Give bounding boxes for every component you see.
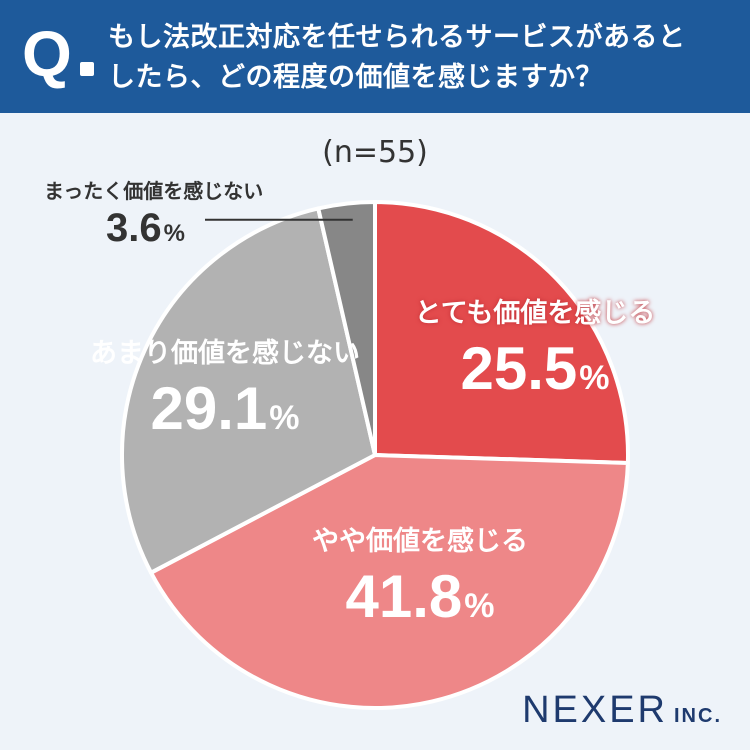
logo-main-text: NEXER	[522, 689, 668, 731]
slice-value-label: 3.6%	[106, 206, 185, 250]
pie-slice-not-very-valuable	[120, 206, 377, 575]
slice-category-label: まったく価値を感じない	[44, 179, 264, 203]
nexer-logo: NEXER INC.	[522, 689, 722, 732]
pie-slice-not-valuable-at-all	[316, 200, 377, 457]
slice-value-label: 25.5%	[460, 335, 610, 402]
question-line-2: したら、どの程度の価値を感じますか？	[108, 62, 603, 93]
slice-category-label: あまり価値を感じない	[90, 338, 360, 369]
question-line-1: もし法改正対応を任せられるサービスがあると	[108, 22, 686, 53]
slice-label-very-valuable: とても価値を感じる 25.5%	[400, 296, 670, 415]
slice-category-label: とても価値を感じる	[414, 298, 656, 329]
q-mark: Q	[22, 18, 72, 90]
slice-value-label: 41.8%	[345, 563, 495, 630]
pie-slice-very-valuable	[373, 200, 630, 465]
slice-value-label: 29.1%	[150, 375, 300, 442]
slice-label-not-very-valuable: あまり価値を感じない 29.1%	[75, 336, 375, 455]
slice-label-somewhat-valuable: やや価値を感じる 41.8%	[285, 524, 555, 643]
question-text: もし法改正対応を任せられるサービスがあると したら、どの程度の価値を感じますか？	[108, 18, 738, 98]
sample-size-label: (n=55)	[322, 135, 428, 170]
question-header: Q もし法改正対応を任せられるサービスがあると したら、どの程度の価値を感じます…	[0, 0, 750, 113]
slice-label-not-valuable-at-all: まったく価値を感じない 3.6%	[44, 178, 263, 258]
slice-category-label: やや価値を感じる	[312, 526, 528, 557]
q-dot	[80, 62, 94, 76]
pie-slice-somewhat-valuable	[149, 453, 630, 710]
logo-sub-text: INC.	[674, 705, 722, 727]
